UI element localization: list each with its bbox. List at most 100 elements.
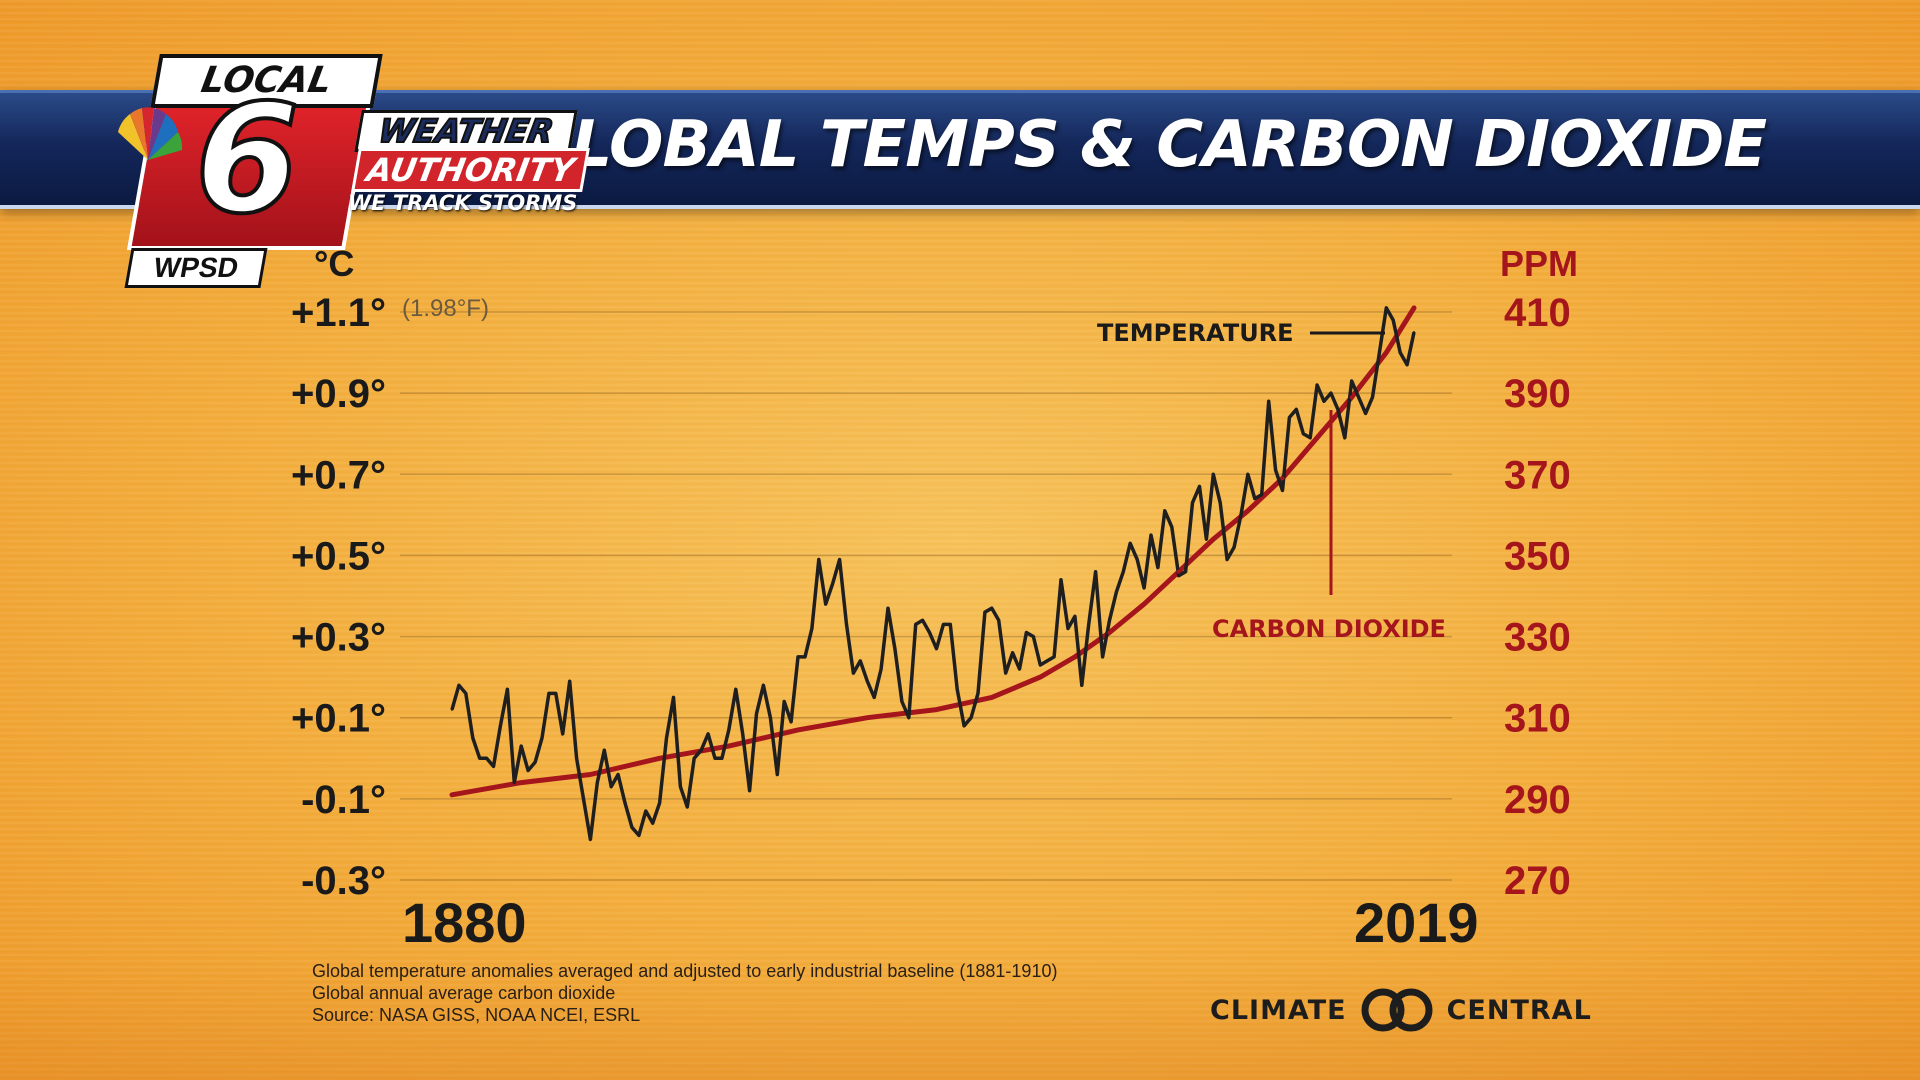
climate-central-right: CENTRAL — [1446, 994, 1592, 1026]
temperature-point — [665, 736, 668, 740]
temperature-point — [603, 748, 606, 752]
temperature-point — [499, 724, 502, 728]
temperature-point — [526, 769, 530, 772]
temperature-point — [1364, 412, 1367, 415]
temperature-point — [1398, 351, 1402, 354]
chart-grid — [400, 311, 1452, 881]
temperature-annotation: TEMPERATURE — [1097, 319, 1294, 347]
co2-point — [588, 772, 593, 777]
temperature-point — [755, 712, 758, 715]
temperature-point — [1108, 619, 1111, 622]
left-tick-label: -0.3° — [301, 859, 386, 903]
temperature-point — [748, 789, 751, 792]
temperature-point — [928, 631, 931, 634]
temperature-point — [962, 724, 966, 728]
temperature-point — [879, 667, 883, 671]
temperature-point — [582, 797, 585, 801]
temperature-point — [568, 680, 571, 683]
footnote-line: Source: NASA GISS, NOAA NCEI, ESRL — [312, 1005, 641, 1025]
temperature-point — [1336, 408, 1340, 411]
temperature-point — [1101, 655, 1104, 659]
climate-central-left: CLIMATE — [1210, 994, 1347, 1026]
temperature-point — [1191, 501, 1194, 504]
temperature-point — [1267, 400, 1270, 403]
temperature-series-line — [450, 306, 1416, 842]
temperature-point — [796, 655, 800, 659]
temperature-point — [886, 606, 890, 610]
temperature-point — [679, 785, 682, 788]
temperature-point — [872, 696, 876, 699]
co2-point — [519, 780, 524, 785]
right-tick-label: 330 — [1504, 616, 1571, 660]
station-logo: LOCAL 6 WPSD WEATHER AUTHORITY WE TRACK … — [100, 50, 590, 288]
temperature-point — [1225, 558, 1229, 561]
temperature-point — [616, 773, 620, 776]
temperature-point — [1059, 578, 1063, 581]
temperature-point — [1135, 558, 1139, 561]
co2-point — [1211, 537, 1216, 542]
co2-point — [934, 707, 939, 712]
temperature-point — [845, 623, 848, 626]
co2-point — [1412, 305, 1416, 310]
co2-point — [1142, 602, 1147, 607]
temperature-point — [907, 716, 910, 719]
temperature-point — [1232, 546, 1236, 549]
temperature-point — [859, 659, 862, 663]
temperature-point — [1177, 574, 1180, 577]
temperature-point — [575, 757, 578, 760]
left-axis: +1.1° +0.9° +0.7° +0.5° +0.3° +0.1° -0.1° -0.3° — [291, 291, 386, 903]
temperature-point — [1315, 383, 1319, 387]
temperature-point — [1308, 436, 1312, 439]
right-tick-label: 350 — [1504, 534, 1571, 578]
temperature-point — [1412, 331, 1416, 334]
temperature-point — [1219, 501, 1222, 504]
temperature-point — [1405, 363, 1409, 366]
temperature-point — [485, 757, 488, 760]
temperature-point — [769, 716, 772, 719]
left-tick-label: +0.1° — [291, 697, 386, 741]
temperature-point — [561, 732, 564, 736]
temperature-point — [1115, 590, 1118, 594]
co2-point — [1384, 350, 1389, 355]
temperature-point — [720, 757, 724, 760]
co2-point — [1315, 435, 1320, 440]
temperature-point — [1122, 570, 1125, 573]
temperature-point — [983, 611, 987, 614]
right-tick-label: 290 — [1504, 778, 1571, 822]
series-points — [450, 305, 1416, 841]
temperature-point — [554, 692, 558, 695]
temperature-point — [464, 692, 468, 695]
temperature-point — [1357, 396, 1360, 399]
temperature-point — [776, 773, 779, 776]
left-tick-label: -0.1° — [301, 778, 386, 822]
logo-tagline: WE TRACK STORMS — [348, 191, 578, 215]
temperature-point — [1066, 627, 1070, 630]
temperature-point — [457, 684, 461, 687]
temperature-point — [1094, 570, 1097, 573]
infinity-rings-icon — [1361, 988, 1433, 1032]
temperature-point — [713, 757, 717, 760]
temperature-point — [1378, 351, 1381, 354]
co2-point — [726, 744, 731, 749]
right-axis: 410 390 370 350 330 310 290 270 — [1504, 291, 1571, 903]
temperature-point — [644, 809, 647, 813]
temperature-point — [658, 801, 661, 805]
footnote-line: Global annual average carbon dioxide — [312, 983, 616, 1003]
left-tick-label: +0.7° — [291, 453, 386, 497]
co2-point — [1280, 476, 1285, 481]
temperature-point — [1212, 473, 1215, 476]
temperature-point — [1184, 570, 1187, 573]
temperature-point — [893, 647, 897, 650]
temperature-point — [727, 728, 731, 732]
right-tick-label: 410 — [1504, 291, 1571, 335]
temperature-point — [997, 619, 1000, 622]
footnote-line: Global temperature anomalies averaged an… — [312, 961, 1058, 981]
logo-channel-number: 6 — [193, 73, 301, 247]
co2-point — [989, 695, 994, 700]
temperature-point — [609, 785, 613, 788]
temperature-point — [450, 708, 454, 711]
left-tick-label: +0.3° — [291, 616, 386, 660]
temperature-point — [1129, 542, 1132, 545]
co2-annotation: CARBON DIOXIDE — [1212, 615, 1446, 643]
